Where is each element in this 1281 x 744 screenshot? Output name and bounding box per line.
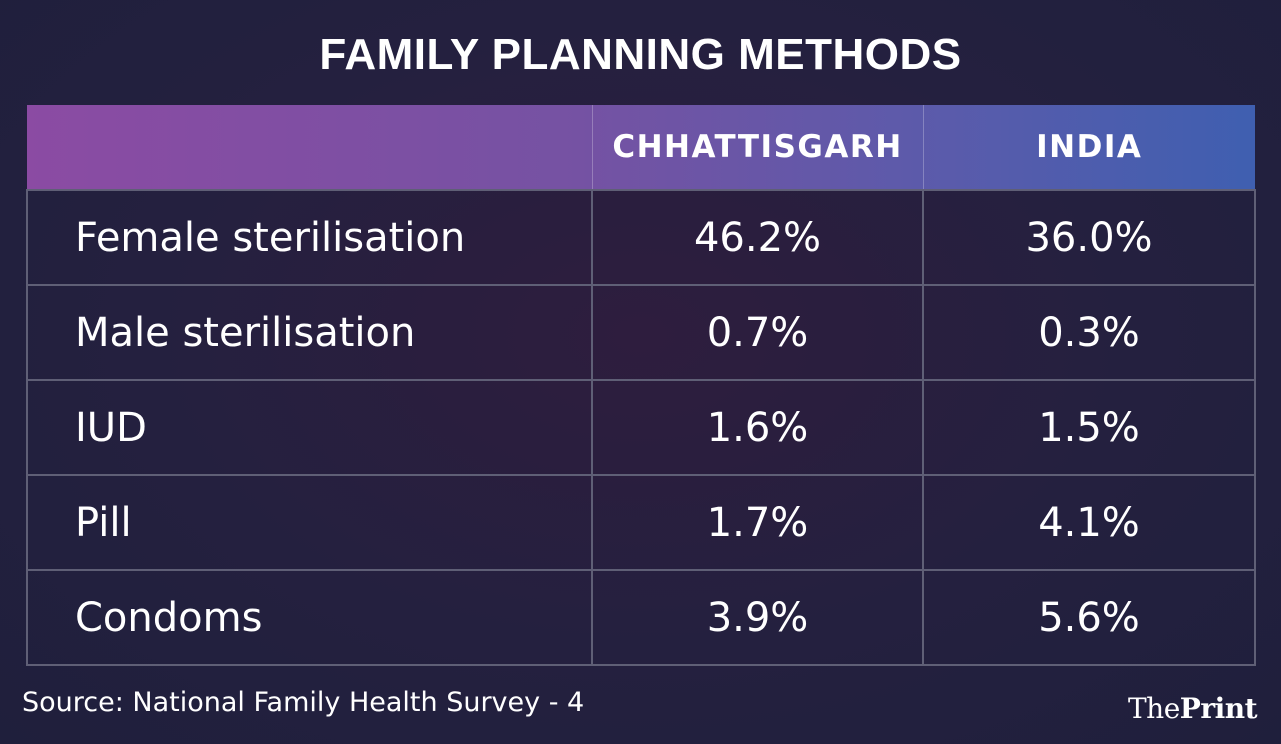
chhattisgarh-value: 0.7% <box>591 284 924 381</box>
header-cell-chhattisgarh: CHHATTISGARH <box>591 105 923 190</box>
table-row: Female sterilisation 46.2% 36.0% <box>26 189 1256 286</box>
chart-title: FAMILY PLANNING METHODS <box>319 30 962 79</box>
table-row: Condoms 3.9% 5.6% <box>26 569 1256 666</box>
table-row: IUD 1.6% 1.5% <box>26 379 1256 476</box>
india-value: 5.6% <box>922 569 1256 666</box>
chhattisgarh-value: 1.6% <box>591 379 924 476</box>
method-label: Female sterilisation <box>26 189 593 286</box>
table-row: Pill 1.7% 4.1% <box>26 474 1256 571</box>
method-label: IUD <box>26 379 593 476</box>
india-value: 1.5% <box>922 379 1256 476</box>
header-cell-method <box>27 105 592 190</box>
theprint-logo: ThePrint <box>1127 692 1258 725</box>
chhattisgarh-value: 3.9% <box>591 569 924 666</box>
chhattisgarh-value: 1.7% <box>591 474 924 571</box>
logo-the: The <box>1127 692 1180 725</box>
table-header-row: CHHATTISGARH INDIA <box>27 105 1255 190</box>
logo-print: Print <box>1179 692 1258 725</box>
method-label: Male sterilisation <box>26 284 593 381</box>
india-value: 0.3% <box>922 284 1256 381</box>
chhattisgarh-value: 46.2% <box>591 189 924 286</box>
family-planning-table: CHHATTISGARH INDIA Female sterilisation … <box>26 105 1256 666</box>
source-note: Source: National Family Health Survey - … <box>22 687 585 718</box>
table-row: Male sterilisation 0.7% 0.3% <box>26 284 1256 381</box>
india-value: 36.0% <box>922 189 1256 286</box>
india-value: 4.1% <box>922 474 1256 571</box>
header-cell-india: INDIA <box>922 105 1255 190</box>
method-label: Condoms <box>26 569 593 666</box>
method-label: Pill <box>26 474 593 571</box>
